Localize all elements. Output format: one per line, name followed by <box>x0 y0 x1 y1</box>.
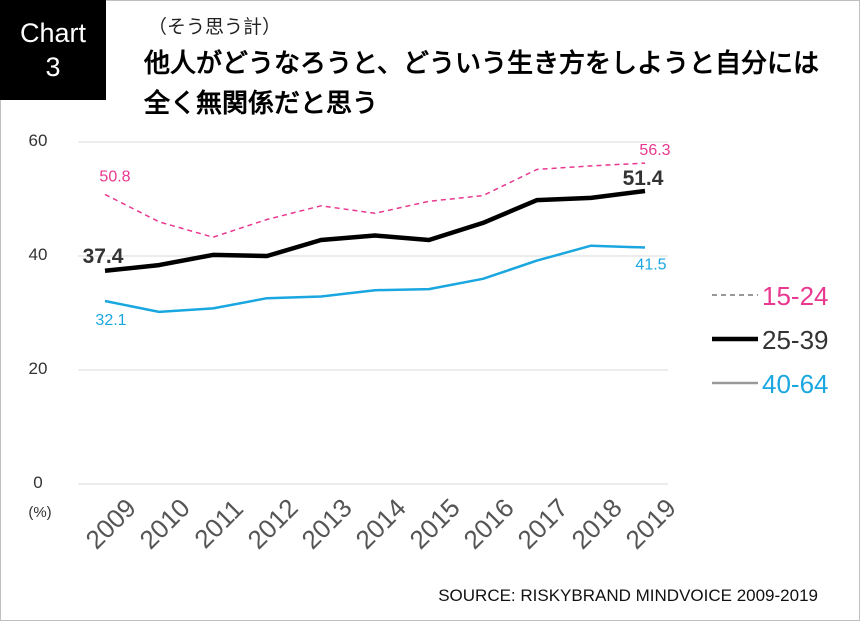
source-note: SOURCE: RISKYBRAND MINDVOICE 2009-2019 <box>438 586 818 605</box>
x-tick-label: 2010 <box>134 493 196 555</box>
x-tick-label: 2012 <box>242 493 304 555</box>
x-tick-label: 2019 <box>620 493 682 555</box>
legend-label: 15-24 <box>762 281 829 311</box>
chart-number-badge: Chart 3 <box>0 0 106 100</box>
badge-label: Chart <box>19 18 87 48</box>
y-unit-label: (%) <box>28 504 51 521</box>
data-label: 37.4 <box>83 245 124 268</box>
x-tick-label: 2009 <box>80 493 142 555</box>
chart-title-line-2: 全く無関係だと思う <box>144 89 379 119</box>
data-label: 32.1 <box>95 312 126 329</box>
y-tick-label: 40 <box>29 245 48 264</box>
chart-title: 他人がどうなろうと、どういう生き方をしようと自分には 全く無関係だと思う <box>144 44 844 124</box>
data-label: 41.5 <box>635 256 666 273</box>
y-tick-label: 0 <box>33 473 42 492</box>
data-label: 51.4 <box>623 167 664 190</box>
y-tick-label: 60 <box>29 131 48 150</box>
x-tick-label: 2014 <box>350 493 412 555</box>
x-tick-label: 2017 <box>512 493 574 555</box>
x-tick-label: 2013 <box>296 493 358 555</box>
x-tick-label: 2016 <box>458 493 520 555</box>
legend-label: 25-39 <box>762 325 829 355</box>
data-label: 56.3 <box>639 142 670 159</box>
legend-label: 40-64 <box>762 369 829 399</box>
x-tick-label: 2015 <box>404 493 466 555</box>
badge-number: 3 <box>45 52 61 82</box>
series-line-25-39 <box>104 188 646 274</box>
series-line-15-24 <box>104 162 646 238</box>
x-tick-label: 2011 <box>188 493 249 554</box>
series-line-40-64 <box>104 244 646 314</box>
chart-subtitle: （そう思う計） <box>148 16 282 38</box>
chart-title-line-1: 他人がどうなろうと、どういう生き方をしようと自分には <box>144 49 819 79</box>
data-label: 50.8 <box>99 168 130 185</box>
y-tick-label: 20 <box>29 359 48 378</box>
x-tick-label: 2018 <box>566 493 628 555</box>
